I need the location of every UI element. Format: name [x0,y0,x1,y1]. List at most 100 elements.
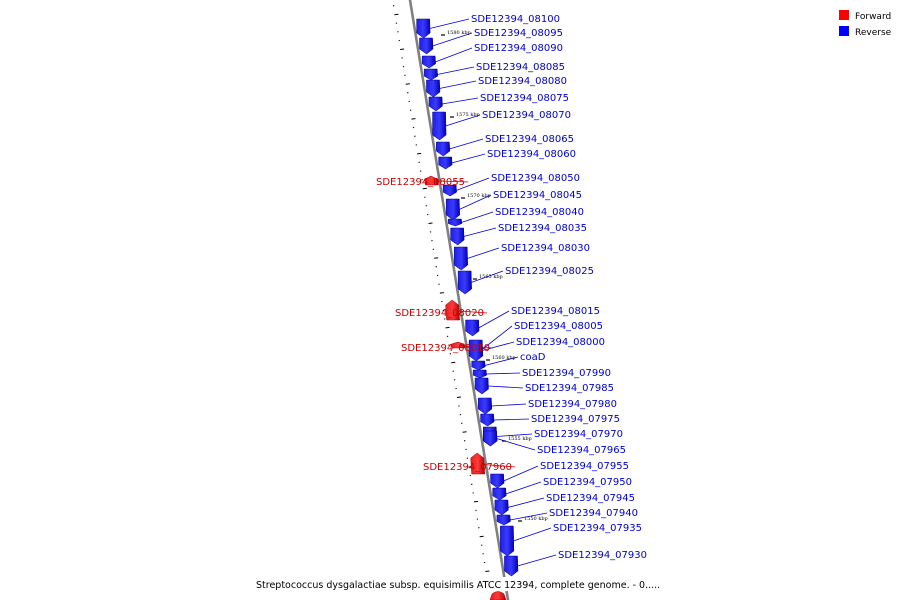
gene-label[interactable]: SDE12394_07955 [540,461,629,472]
gene-label[interactable]: SDE12394_08080 [478,76,567,87]
tick-mark [475,509,477,512]
gene-label[interactable]: SDE12394_08040 [495,207,584,218]
gene-label[interactable]: SDE12394_08035 [498,223,587,234]
label-connector [517,554,557,567]
tick-mark [401,57,403,59]
gene-arrow[interactable] [421,55,436,69]
tick-mark [463,440,466,442]
gene-arrow[interactable] [451,341,466,349]
tick-mark [428,222,433,224]
gene-label[interactable]: SDE12394_08050 [491,173,580,184]
tick-mark [459,413,462,416]
gene-arrow[interactable] [494,499,509,516]
tick-mark [415,144,418,146]
gene-label[interactable]: SDE12394_07985 [525,383,614,394]
gene-label[interactable]: SDE12394_07950 [543,477,632,488]
gene-arrow[interactable] [432,111,447,141]
tick-mark [456,396,461,398]
gene-arrow[interactable] [480,413,495,427]
gene-label[interactable]: SDE12394_08020 [395,308,484,319]
tick-mark [398,39,401,42]
gene-label[interactable]: SDE12394_08000 [516,337,605,348]
gene-arrow[interactable] [457,270,472,295]
gene-label[interactable]: SDE12394_07945 [546,493,635,504]
genome-axis [408,0,510,600]
label-connector [482,341,515,351]
gene-arrow[interactable] [472,369,487,379]
gene-arrow[interactable] [483,430,498,447]
gene-label[interactable]: SDE12394_07930 [558,550,647,561]
tick-mark [435,266,438,268]
gene-label[interactable]: SDE12394_07980 [528,399,617,410]
gene-arrow[interactable] [504,555,519,577]
label-connector [496,433,533,437]
gene-label[interactable]: SDE12394_07990 [522,368,611,379]
gene-label[interactable]: SDE12394_07970 [534,429,623,440]
gene-arrow[interactable] [445,299,460,321]
tick-mark [400,48,405,50]
label-connector [488,385,524,389]
gene-label[interactable]: SDE12394_08070 [482,110,571,121]
gene-arrow[interactable] [471,360,486,371]
gene-label[interactable]: SDE12394_08045 [493,190,582,201]
gene-arrow[interactable] [450,227,465,246]
gene-label[interactable]: SDE12394_08005 [514,321,603,332]
gene-arrow[interactable] [453,246,468,271]
label-connector [434,47,473,63]
gene-arrow[interactable] [478,397,493,415]
gene-label[interactable]: SDE12394_07940 [549,508,638,519]
gene-label[interactable]: SDE12394_08065 [485,134,574,145]
gene-arrow[interactable] [426,79,441,98]
gene-arrow[interactable] [442,184,457,197]
gene-arrow[interactable] [416,18,431,39]
tick-mark [405,83,410,85]
gene-arrow[interactable] [423,68,438,81]
label-connector [493,418,530,421]
tick-mark [439,292,444,294]
gene-arrow[interactable] [496,514,511,526]
gene-arrow[interactable] [445,198,460,221]
label-connector [437,66,475,75]
gene-label[interactable]: SDE12394_08025 [505,266,594,277]
gene-arrow[interactable] [500,525,515,557]
gene-label[interactable]: SDE12394_08015 [511,306,600,317]
kbp-tick-label: 1550 kbp [524,516,548,522]
gene-arrow[interactable] [448,218,463,227]
gene-label[interactable]: SDE12394_08100 [471,14,560,25]
label-connector [481,325,513,350]
gene-label[interactable]: SDE12394_08095 [474,28,563,39]
gene-label[interactable]: SDE12394_08075 [480,93,569,104]
gene-label[interactable]: SDE12394_08055 [376,177,465,188]
gene-arrow[interactable] [474,377,489,395]
kbp-tick-label: 1555 kbp [508,436,532,442]
gene-labels: SDE12394_08100 SDE12394_08095 SDE12394_080… [376,14,647,561]
tick-mark [453,379,456,381]
gene-label[interactable]: SDE12394_08090 [474,43,563,54]
gene-label[interactable]: SDE12394_07975 [531,414,620,425]
gene-label[interactable]: SDE12394_08085 [476,62,565,73]
gene-label[interactable]: SDE12394_08060 [487,149,576,160]
gene-arrow[interactable] [490,473,505,489]
gene-arrow[interactable] [465,319,480,337]
axis-line [408,0,510,600]
gene-arrow[interactable] [470,452,485,475]
tick-mark [462,431,467,433]
gene-label[interactable]: coaD [520,352,546,363]
gene-arrow[interactable] [428,96,443,112]
label-connector [463,227,497,237]
gene-arrow[interactable] [468,339,484,362]
gene-arrow[interactable] [438,156,453,170]
gene-label[interactable]: SDE12394_08010 [401,343,490,354]
gene-arrow[interactable] [492,487,507,501]
tick-mark [445,326,450,329]
gene-arrow[interactable] [424,175,439,186]
gene-label[interactable]: SDE12394_07965 [537,445,626,456]
label-connector [503,465,539,482]
label-connector [451,153,486,164]
gene-label[interactable]: SDE12394_07960 [423,462,512,473]
gene-label[interactable]: SDE12394_07935 [553,523,642,534]
gene-arrow[interactable] [419,37,434,55]
gene-label[interactable]: SDE12394_08030 [501,243,590,254]
gene-arrow[interactable] [436,141,451,157]
gene-arrow-partial [489,591,507,600]
